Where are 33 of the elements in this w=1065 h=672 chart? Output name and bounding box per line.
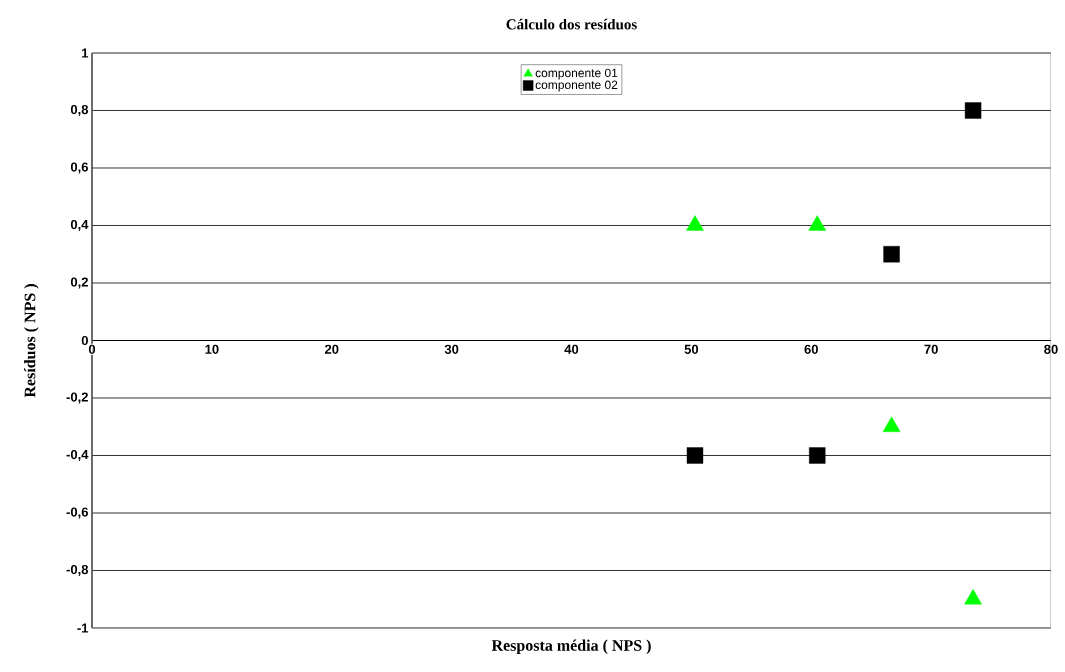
x-tick-label: 0 [88, 344, 96, 354]
legend-label: componente 02 [535, 80, 618, 92]
x-tick-label: 70 [924, 344, 938, 354]
y-tick-label: 0,6 [70, 162, 88, 174]
x-tick-label: 60 [804, 344, 818, 354]
x-tick-label: 40 [564, 344, 579, 354]
x-tick-label: 80 [1044, 344, 1058, 354]
y-tick-label: -0,2 [66, 392, 88, 404]
point [882, 416, 901, 432]
point [964, 102, 982, 119]
point [883, 246, 900, 263]
y-tick-label: 0,2 [70, 277, 88, 289]
y-tick-label: 0,8 [70, 104, 89, 117]
y-tick-label: -0,4 [66, 449, 89, 462]
y-tick-label: 1 [82, 48, 89, 58]
point [686, 215, 704, 231]
y-tick-label: -0,8 [66, 564, 89, 577]
y-tick-label: -0,6 [66, 507, 88, 519]
chart-title: Cálculo dos resíduos [506, 18, 637, 30]
point [964, 589, 982, 605]
legend-label: componente 01 [535, 68, 618, 80]
y-tick-label: 0 [81, 335, 88, 346]
x-tick-label: 30 [444, 344, 459, 354]
y-tick-label: -1 [77, 623, 89, 633]
y-axis-title: Resíduos ( NPS ) [24, 284, 39, 398]
y-tick-label: 0,4 [70, 219, 89, 232]
point [809, 447, 826, 464]
point [686, 447, 704, 464]
x-tick-label: 10 [205, 344, 219, 354]
x-tick-label: 20 [324, 344, 339, 354]
x-axis-title: Resposta média ( NPS ) [491, 639, 651, 655]
x-tick-label: 50 [684, 344, 699, 354]
point [808, 215, 827, 231]
